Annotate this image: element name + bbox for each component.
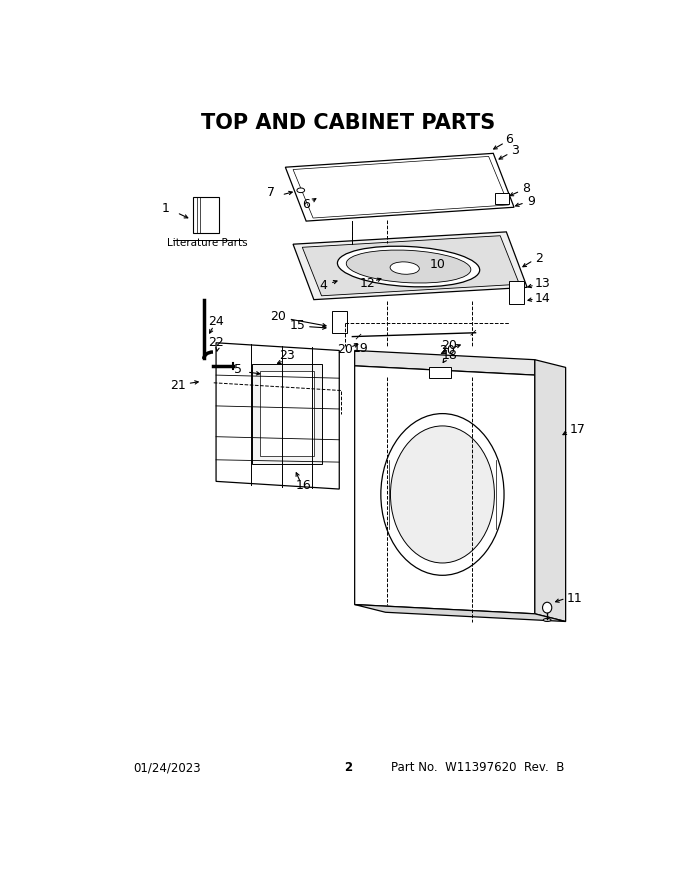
Polygon shape — [303, 236, 520, 296]
Text: 17: 17 — [569, 422, 585, 436]
Text: 4: 4 — [319, 279, 327, 292]
Ellipse shape — [381, 414, 504, 576]
Text: 3: 3 — [511, 143, 519, 157]
Text: 21: 21 — [170, 379, 186, 392]
Text: 6: 6 — [505, 133, 513, 146]
Text: 20: 20 — [271, 310, 286, 323]
Text: 16: 16 — [296, 480, 311, 493]
Text: 22: 22 — [208, 336, 224, 349]
Polygon shape — [355, 605, 566, 621]
Ellipse shape — [543, 619, 551, 621]
Text: 13: 13 — [534, 277, 550, 290]
Text: 2: 2 — [345, 761, 352, 774]
Polygon shape — [216, 343, 339, 489]
Text: 6: 6 — [302, 198, 310, 211]
Text: 12: 12 — [360, 277, 375, 290]
Text: 2: 2 — [536, 252, 543, 265]
FancyBboxPatch shape — [509, 282, 524, 304]
Polygon shape — [535, 360, 566, 621]
Text: TOP AND CABINET PARTS: TOP AND CABINET PARTS — [201, 113, 496, 133]
FancyBboxPatch shape — [332, 312, 347, 333]
Polygon shape — [293, 232, 527, 299]
Text: 9: 9 — [527, 194, 535, 208]
FancyBboxPatch shape — [252, 363, 322, 464]
Text: 20: 20 — [439, 344, 455, 357]
Ellipse shape — [346, 250, 471, 283]
Text: 15: 15 — [290, 319, 305, 332]
Ellipse shape — [390, 262, 420, 275]
Text: Part No.  W11397620  Rev.  B: Part No. W11397620 Rev. B — [391, 761, 564, 774]
Ellipse shape — [390, 426, 494, 563]
Text: 01/24/2023: 01/24/2023 — [133, 761, 201, 774]
Text: 7: 7 — [267, 186, 275, 199]
Polygon shape — [355, 366, 535, 614]
Text: 18: 18 — [441, 349, 458, 363]
Text: 8: 8 — [522, 182, 530, 195]
Text: 19: 19 — [353, 342, 369, 356]
FancyBboxPatch shape — [260, 371, 314, 456]
Text: 5: 5 — [234, 363, 241, 377]
Text: 14: 14 — [534, 291, 550, 304]
Text: 1: 1 — [162, 202, 170, 215]
Text: 23: 23 — [279, 349, 294, 363]
Text: 20: 20 — [337, 343, 353, 356]
Text: 11: 11 — [566, 592, 582, 605]
Ellipse shape — [543, 602, 551, 613]
Text: 20: 20 — [441, 340, 458, 352]
Polygon shape — [286, 153, 514, 221]
Ellipse shape — [337, 246, 479, 287]
Text: 24: 24 — [208, 315, 224, 327]
Ellipse shape — [297, 188, 305, 193]
FancyBboxPatch shape — [495, 194, 509, 204]
Text: 10: 10 — [430, 259, 446, 272]
Bar — [193, 197, 219, 232]
Text: Literature Parts: Literature Parts — [167, 238, 248, 248]
FancyBboxPatch shape — [429, 368, 451, 378]
Polygon shape — [355, 350, 535, 375]
